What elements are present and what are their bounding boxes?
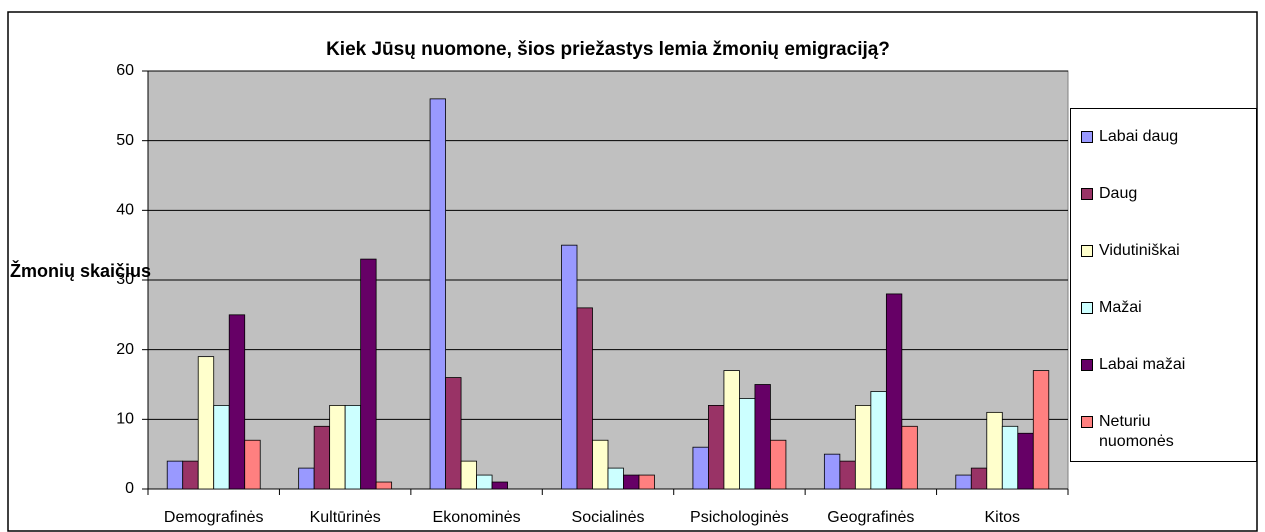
bar	[460, 460, 477, 490]
y-tick-label: 10	[116, 411, 134, 428]
bar	[885, 293, 903, 490]
bar	[344, 404, 362, 490]
bar	[576, 307, 593, 490]
bar	[445, 377, 462, 490]
y-tick-label: 40	[116, 202, 134, 219]
bar	[623, 474, 640, 490]
chart-title: Kiek Jūsų nuomone, šios priežastys lemia…	[326, 39, 890, 60]
y-tick-label: 20	[116, 341, 134, 358]
bar	[770, 439, 787, 490]
x-tick-label: Socialinės	[572, 509, 645, 526]
bar	[739, 398, 756, 490]
bar	[901, 425, 918, 490]
legend-label: Neturiu nuomonės	[1099, 413, 1174, 450]
bar	[839, 460, 856, 490]
y-tick-label: 0	[125, 480, 134, 497]
bar	[708, 404, 725, 490]
bar	[854, 404, 872, 490]
legend-item: Neturiu nuomonės	[1081, 412, 1256, 469]
x-tick-label: Kultūrinės	[310, 509, 381, 526]
y-tick-label: 50	[116, 132, 134, 149]
legend-item: Vidutiniškai	[1081, 241, 1256, 298]
x-tick-label: Demografinės	[164, 509, 264, 526]
bar	[476, 474, 493, 490]
x-tick-label: Geografinės	[827, 509, 914, 526]
x-tick-label: Ekonominės	[433, 509, 521, 526]
bar	[1032, 370, 1050, 490]
bar	[375, 481, 393, 490]
bar	[955, 474, 972, 490]
bar	[561, 244, 578, 490]
legend-swatch	[1081, 131, 1093, 143]
legend-item: Daug	[1081, 184, 1256, 241]
legend-swatch	[1081, 245, 1093, 257]
bar	[197, 356, 215, 490]
bar	[970, 467, 988, 490]
y-tick-label: 60	[116, 62, 134, 79]
bar	[244, 439, 261, 490]
bar	[228, 314, 246, 490]
bar	[360, 258, 377, 490]
bar	[870, 391, 887, 490]
bar	[692, 446, 709, 490]
bar	[298, 467, 315, 490]
x-tick-label: Psichologinės	[690, 509, 789, 526]
legend-item: Labai mažai	[1081, 355, 1256, 412]
y-axis-label: Žmonių skaičius	[10, 260, 151, 281]
bar	[607, 467, 624, 490]
x-tick-label: Kitos	[984, 509, 1020, 526]
legend-item: Labai daug	[1081, 127, 1256, 184]
bar	[213, 404, 230, 490]
bar	[823, 453, 841, 490]
bar	[1001, 425, 1019, 490]
legend: Labai daug Daug Vidutiniškai Mažai Labai maž…	[1070, 108, 1257, 462]
legend-swatch	[1081, 302, 1093, 314]
bar	[182, 460, 199, 490]
legend-swatch	[1081, 416, 1093, 428]
bar	[329, 404, 346, 490]
y-tick-label: 30	[116, 271, 134, 288]
legend-label: Labai mažai	[1099, 356, 1186, 373]
bar	[491, 481, 508, 490]
bar	[754, 384, 771, 490]
legend-label: Daug	[1099, 185, 1138, 202]
bar	[986, 411, 1003, 490]
legend-swatch	[1081, 188, 1093, 200]
bar	[429, 98, 446, 490]
bar	[638, 474, 655, 490]
bar	[592, 439, 609, 490]
legend-item: Mažai	[1081, 298, 1256, 355]
bar	[313, 425, 331, 490]
legend-label: Vidutiniškai	[1099, 242, 1180, 259]
bar	[1017, 432, 1034, 490]
legend-label: Labai daug	[1099, 128, 1179, 145]
bar	[723, 370, 740, 490]
bar	[166, 460, 184, 490]
legend-swatch	[1081, 359, 1093, 371]
legend-label: Mažai	[1099, 299, 1142, 316]
